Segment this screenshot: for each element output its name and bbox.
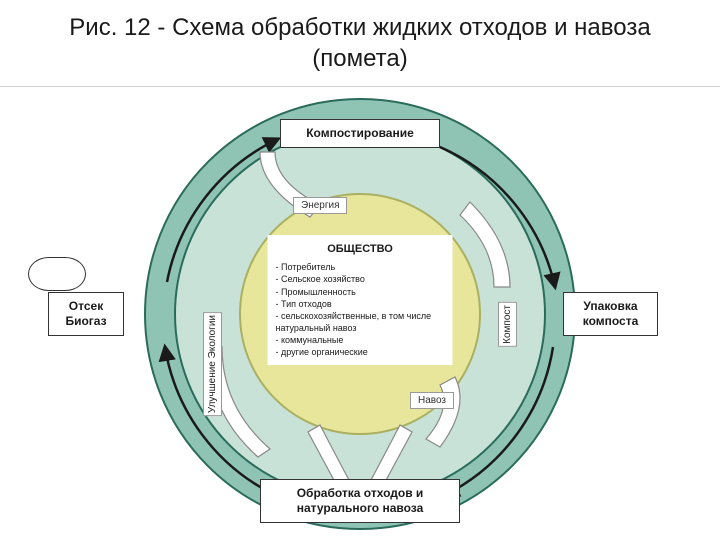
list-item: Сельское хозяйство bbox=[276, 273, 445, 285]
label-energy: Энергия bbox=[293, 197, 347, 214]
list-item: сельскохозяйственные, в том числе натура… bbox=[276, 310, 445, 334]
center-title: ОБЩЕСТВО bbox=[276, 242, 445, 257]
biogas-tank-icon bbox=[28, 257, 86, 291]
list-item: коммунальные bbox=[276, 334, 445, 346]
list-item: Тип отходов bbox=[276, 298, 445, 310]
list-item: Промышленность bbox=[276, 286, 445, 298]
center-society-panel: ОБЩЕСТВО Потребитель Сельское хозяйство … bbox=[268, 235, 453, 365]
node-processing: Обработка отходов и натурального навоза bbox=[260, 479, 460, 523]
label-ecology: Улучшение Экологии bbox=[203, 312, 222, 416]
diagram: Компостирование Упаковка компоста Обрабо… bbox=[0, 87, 720, 547]
node-packaging: Упаковка компоста bbox=[563, 292, 658, 336]
list-item: другие органические bbox=[276, 346, 445, 358]
page-title: Рис. 12 - Схема обработки жидких отходов… bbox=[20, 12, 700, 74]
list-item: Потребитель bbox=[276, 261, 445, 273]
label-compost: Компост bbox=[498, 302, 517, 347]
label-manure: Навоз bbox=[410, 392, 454, 409]
title-bar: Рис. 12 - Схема обработки жидких отходов… bbox=[0, 0, 720, 87]
center-list: Потребитель Сельское хозяйство Промышлен… bbox=[276, 261, 445, 358]
node-composting: Компостирование bbox=[280, 119, 440, 148]
node-biogas: Отсек Биогаз bbox=[48, 292, 124, 336]
